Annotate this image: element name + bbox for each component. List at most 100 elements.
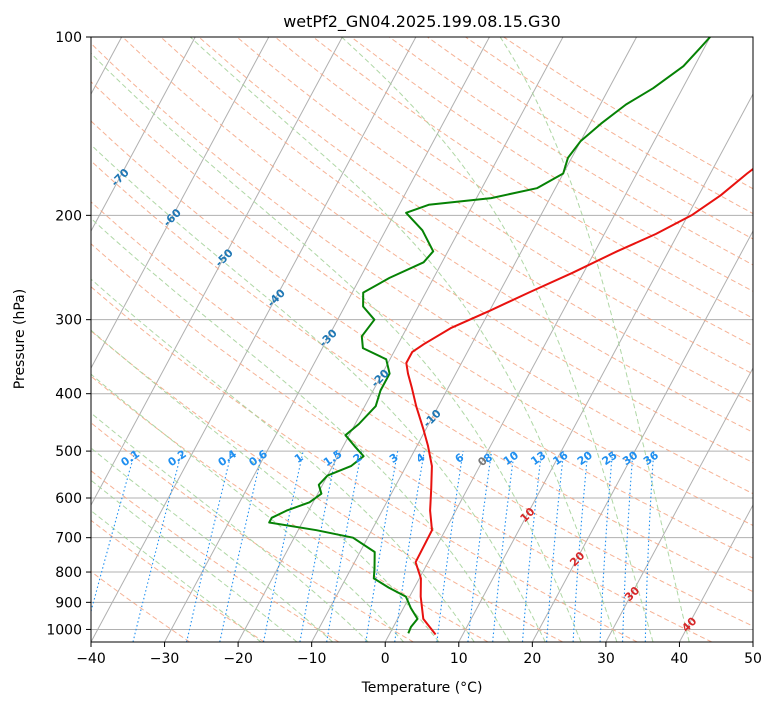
dry-adiabat: [503, 37, 753, 190]
isotherm-label: -60: [161, 206, 184, 229]
y-tick-label: 300: [55, 313, 82, 329]
isotherm-label: -80: [57, 126, 80, 149]
moist-adiabat: [91, 479, 298, 642]
x-tick-label: 40: [671, 651, 689, 667]
isotherm-line: [458, 93, 753, 642]
mixing-ratio-label: 3: [387, 451, 401, 466]
mixing-ratio-line: [436, 451, 464, 642]
isotherm-label: -10: [421, 407, 444, 430]
dry-adiabat: [91, 375, 489, 642]
y-tick-label: 600: [55, 491, 82, 507]
isotherm-line: [91, 37, 417, 642]
isotherm-label: 40: [679, 614, 699, 634]
moist-adiabat: [91, 329, 440, 642]
moist-adiabats: [91, 37, 690, 642]
plot-frame: [90, 36, 754, 643]
dry-adiabat: [350, 37, 753, 292]
isotherm-line: [605, 366, 753, 642]
y-tick-label: 200: [55, 208, 82, 224]
y-tick-label: 1000: [46, 622, 82, 638]
dry-adiabat: [91, 422, 414, 642]
x-tick-label: −40: [76, 651, 106, 667]
moist-adiabat: [499, 37, 690, 642]
mixing-ratio-label: 0.6: [246, 447, 270, 469]
y-tick-label: 800: [55, 565, 82, 581]
dry-adiabat: [91, 120, 753, 559]
dry-adiabat: [91, 330, 563, 642]
mixing-ratio-label: 1: [292, 451, 306, 466]
isotherm-label: 20: [567, 549, 587, 569]
x-tick-label: 50: [744, 651, 762, 667]
isotherm-line: [91, 37, 196, 233]
mixing-ratio-line: [467, 451, 493, 642]
temperature-line: [405, 167, 753, 636]
dry-adiabat: [122, 37, 753, 464]
dry-adiabat: [91, 470, 340, 642]
x-tick-label: −10: [297, 651, 327, 667]
y-tick-label: 900: [55, 595, 82, 611]
moist-adiabat: [91, 52, 582, 642]
mixing-ratio-line: [91, 450, 136, 614]
x-axis-label: Temperature (°C): [361, 680, 483, 696]
mixing-ratio-line: [132, 450, 183, 642]
profile-series: [268, 37, 753, 636]
isotherm-line: [752, 640, 753, 642]
dry-adiabat: [427, 37, 753, 240]
dry-adiabat: [389, 37, 753, 266]
moist-adiabat: [91, 373, 404, 642]
x-tick-label: −30: [150, 651, 180, 667]
mixing-ratio-line: [546, 451, 565, 642]
dry-adiabat: [312, 37, 753, 319]
mixing-ratio-line: [572, 451, 589, 642]
isotherm-line: [531, 230, 753, 642]
dry-adiabat: [91, 286, 638, 642]
dry-adiabat: [91, 570, 190, 642]
mixing-ratio-line: [262, 450, 304, 642]
dry-adiabat: [91, 160, 753, 593]
moist-adiabat: [91, 278, 475, 642]
y-tick-label: 400: [55, 387, 82, 403]
x-tick-label: 30: [597, 651, 615, 667]
moist-adiabat: [91, 510, 262, 642]
chart-title: wetPf2_GN04.2025.199.08.15.G30: [283, 12, 561, 32]
mixing-ratio-line: [394, 451, 425, 642]
isotherm-line: [237, 37, 564, 642]
mixing-ratio-line: [521, 451, 543, 642]
mixing-ratio-line: [365, 451, 399, 642]
mixing-ratio-lines: [91, 450, 655, 642]
x-tick-label: 0: [381, 651, 390, 667]
x-axis: −40 −30 −20 −10 0 10 20 30 40 50: [76, 642, 762, 667]
y-tick-label: 100: [55, 30, 82, 46]
mixing-ratio-line: [219, 450, 264, 642]
y-tick-label: 700: [55, 531, 82, 547]
dry-adiabat: [91, 519, 265, 642]
moist-adiabat: [189, 37, 618, 642]
dry-adiabats: [91, 37, 753, 642]
isobar-grid: [91, 37, 753, 630]
plot-area: 0.10.20.40.611.52346810131620253036-100-…: [57, 37, 753, 642]
moist-adiabat: [91, 447, 334, 642]
moist-adiabat: [91, 412, 369, 642]
dry-adiabat: [274, 37, 753, 347]
x-tick-label: 20: [523, 651, 541, 667]
mixing-ratio-line: [644, 451, 655, 642]
isotherm-grid: [91, 37, 753, 642]
isotherm-line: [91, 37, 270, 370]
mixing-ratio-line: [492, 451, 515, 642]
dry-adiabat: [91, 81, 753, 527]
x-tick-label: 10: [450, 651, 468, 667]
dewpoint-line: [268, 37, 711, 634]
mixing-ratio-label: 6: [453, 451, 467, 466]
isotherm-label: -70: [109, 166, 132, 189]
moist-adiabat: [91, 217, 511, 642]
isotherm-line: [164, 37, 490, 642]
isotherm-line: [679, 503, 753, 642]
mixing-ratio-label: 4: [414, 451, 428, 466]
isotherm-label: -50: [213, 246, 236, 269]
mixing-ratio-line: [186, 450, 233, 642]
y-tick-label: 500: [55, 444, 82, 460]
x-tick-label: −20: [223, 651, 253, 667]
mixing-ratio-label: 0.4: [216, 447, 240, 469]
isotherm-label: 30: [622, 584, 642, 604]
